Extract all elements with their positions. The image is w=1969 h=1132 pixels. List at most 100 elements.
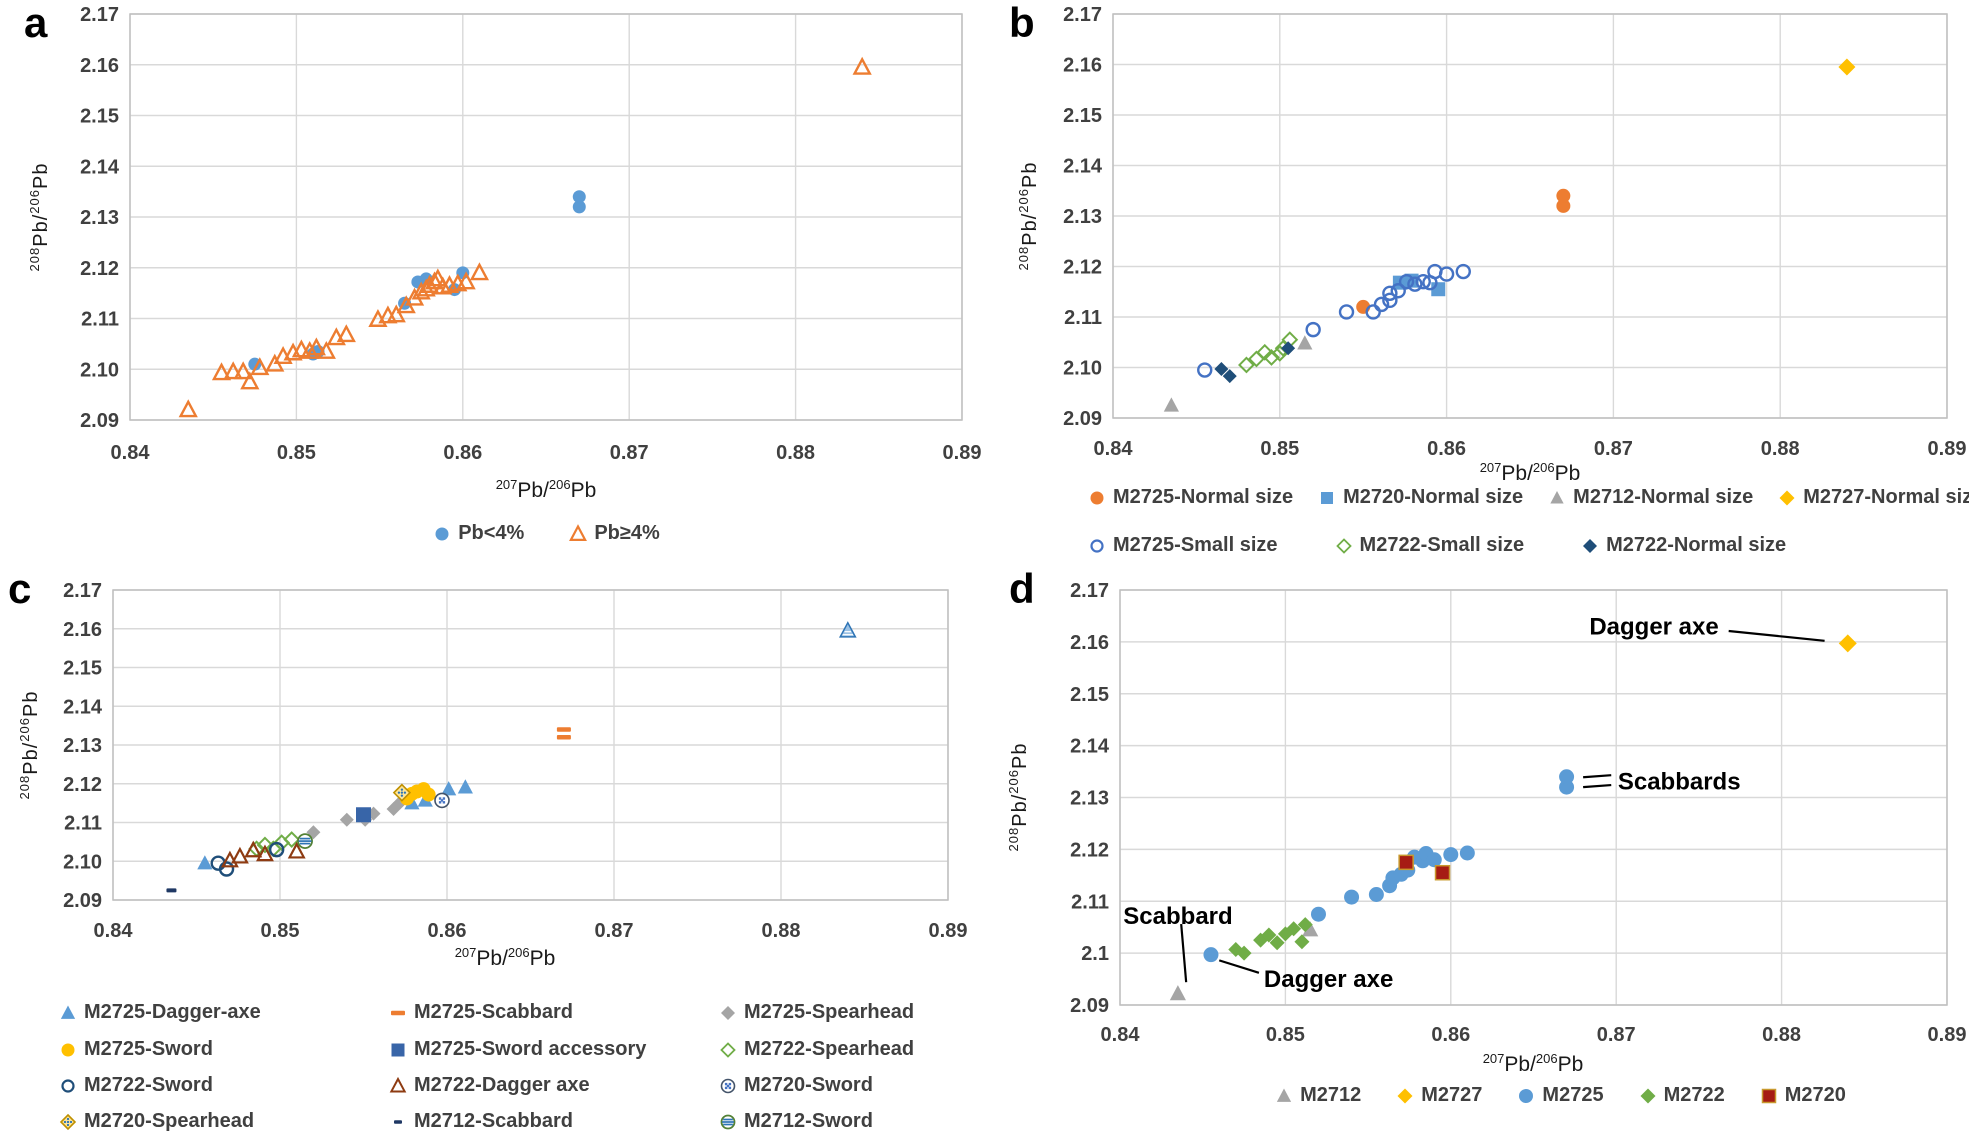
panel-a: a 208Pb/206Pb 0.84 0.85 0.86 0.87 0.88 0.89 2.… — [0, 0, 985, 566]
legend-item: M2727-Normal size — [1777, 486, 1969, 509]
svg-text:2.15: 2.15 — [1063, 105, 1102, 127]
legend-item: M2720-Spearhead — [58, 1110, 388, 1132]
svg-text:0.89: 0.89 — [1928, 1024, 1967, 1046]
svg-text:0.84: 0.84 — [1094, 438, 1134, 460]
legend-label: M2712-Scabbard — [414, 1109, 573, 1132]
x-title-sup1: 207 — [1479, 460, 1502, 475]
legend-label: M2725-Dagger-axe — [84, 1000, 261, 1023]
legend-item: M2712 — [1274, 1084, 1361, 1107]
svg-text:2.14: 2.14 — [1063, 156, 1103, 178]
x-title-sup2: 206 — [507, 945, 530, 960]
svg-text:0.88: 0.88 — [776, 442, 815, 464]
svg-text:2.15: 2.15 — [80, 106, 119, 128]
svg-text:2.1: 2.1 — [1081, 943, 1109, 965]
legend-marker-icon — [1321, 492, 1334, 504]
annotation: Dagger axe — [1589, 613, 1825, 642]
svg-text:0.87: 0.87 — [595, 920, 634, 942]
legend-item: M2725-Scabbard — [388, 1001, 718, 1024]
x-title-mid: Pb/ — [517, 479, 549, 502]
legend-marker-icon — [1550, 491, 1564, 504]
legend-label: M2720-Sword — [744, 1073, 873, 1096]
panel-letter-b: b — [1009, 0, 1035, 46]
legend-row: M2725-Small size M2722-Small size M2722-No… — [1087, 530, 1949, 560]
panel-d: d 208Pb/206Pb 0.84 0.85 0.86 0.87 0.88 0.89 2.… — [985, 566, 1969, 1132]
svg-text:0.85: 0.85 — [261, 920, 300, 942]
legend-item: M2722-Normal size — [1580, 534, 1786, 557]
series-m2720-spearhead — [392, 783, 412, 802]
legend-label: M2725-Small size — [1113, 533, 1278, 556]
x-title-end: Pb — [1557, 1053, 1584, 1076]
svg-text:2.16: 2.16 — [63, 619, 102, 641]
panel-letter-d: d — [1009, 566, 1035, 612]
svg-text:2.15: 2.15 — [63, 658, 102, 680]
svg-text:0.84: 0.84 — [1101, 1024, 1141, 1046]
legend-marker-icon — [1761, 1088, 1776, 1104]
legend-marker-icon — [391, 1043, 405, 1057]
x-title-end: Pb — [570, 479, 597, 502]
legend-label: M2725 — [1542, 1083, 1604, 1106]
legend-marker-icon — [1519, 1089, 1534, 1103]
x-axis-title: 207Pb/206Pb — [455, 945, 556, 971]
svg-text:2.14: 2.14 — [63, 696, 103, 718]
svg-text:2.10: 2.10 — [80, 359, 119, 381]
svg-text:2.16: 2.16 — [1063, 55, 1102, 77]
legend-item: M2722-Sword — [58, 1074, 388, 1097]
svg-text:0.88: 0.88 — [1762, 1024, 1801, 1046]
svg-text:2.12: 2.12 — [80, 258, 119, 280]
series-m2725-sword-accessory — [356, 807, 371, 823]
x-tick-labels: 0.84 0.85 0.86 0.87 0.88 0.89 — [94, 920, 968, 942]
svg-text:2.13: 2.13 — [80, 207, 119, 229]
legend-label: M2720 — [1784, 1083, 1846, 1106]
x-axis-title: 207Pb/206Pb — [496, 477, 597, 503]
svg-text:2.15: 2.15 — [1070, 684, 1109, 706]
legend-item: M2712-Normal size — [1547, 486, 1753, 509]
svg-text:0.88: 0.88 — [1761, 438, 1800, 460]
legend-marker-icon — [1276, 1088, 1292, 1102]
legend-marker-icon — [1583, 539, 1598, 553]
legend-row: M2712 M2727 M2725 M2722 M2720 — [1145, 1080, 1969, 1110]
x-title-sup2: 206 — [1532, 460, 1555, 475]
legend-marker-icon — [720, 1042, 736, 1058]
y-tick-labels: 2.09 2.10 2.11 2.12 2.13 2.14 2.15 2.16 2.17 — [63, 580, 103, 912]
svg-text:0.84: 0.84 — [94, 920, 134, 942]
series-m2712-scabbard — [166, 888, 177, 893]
scatter-plot-b: 0.84 0.85 0.86 0.87 0.88 0.89 2.09 2.10 2.11 2.12… — [1063, 4, 1967, 460]
legend-marker-icon — [1397, 1088, 1413, 1104]
svg-text:0.86: 0.86 — [443, 442, 482, 464]
svg-text:2.13: 2.13 — [1070, 788, 1109, 810]
series-m2712 — [1169, 921, 1319, 1001]
legend-item: M2722-Dagger axe — [388, 1074, 718, 1097]
legend-item: M2727 — [1395, 1084, 1482, 1107]
svg-text:0.89: 0.89 — [1928, 438, 1967, 460]
series-m2712-normal-size — [1163, 335, 1313, 412]
legend-item: M2720 — [1759, 1084, 1846, 1107]
svg-text:2.13: 2.13 — [63, 735, 102, 757]
legend-item: M2725-Small size — [1087, 534, 1278, 557]
svg-text:2.09: 2.09 — [1063, 408, 1102, 430]
svg-text:0.86: 0.86 — [1427, 438, 1466, 460]
svg-text:2.17: 2.17 — [1070, 580, 1109, 602]
legend-marker-icon — [721, 1006, 735, 1020]
svg-text:2.11: 2.11 — [64, 813, 102, 835]
legend-marker-icon — [1640, 1088, 1656, 1104]
svg-text:0.89: 0.89 — [929, 920, 968, 942]
svg-text:Dagger axe: Dagger axe — [1589, 613, 1718, 640]
x-title-end: Pb — [529, 947, 556, 970]
y-tick-labels: 2.09 2.10 2.11 2.12 2.13 2.14 2.15 2.16 2.17 — [1063, 4, 1103, 430]
svg-text:2.12: 2.12 — [63, 774, 102, 796]
svg-text:2.16: 2.16 — [80, 55, 119, 77]
scatter-plot-c: 0.84 0.85 0.86 0.87 0.88 0.89 2.09 2.10 2.11 2.12… — [63, 580, 968, 942]
svg-text:2.16: 2.16 — [1070, 632, 1109, 654]
legend-label: M2722-Small size — [1359, 533, 1525, 556]
legend-marker-icon — [1335, 538, 1352, 554]
x-title-sup2: 206 — [1535, 1051, 1558, 1066]
legend-item: Pb<4% — [432, 522, 524, 545]
legend-label: M2722 — [1663, 1083, 1725, 1106]
legend-label: M2725-Spearhead — [744, 1000, 915, 1023]
svg-text:2.13: 2.13 — [1063, 206, 1102, 228]
legend-label: M2720-Spearhead — [84, 1109, 255, 1132]
legend-label: M2722-Normal size — [1606, 533, 1787, 556]
legend-item: M2712-Sword — [718, 1110, 948, 1132]
svg-text:2.11: 2.11 — [81, 309, 119, 331]
panel-letter-a: a — [24, 0, 48, 46]
